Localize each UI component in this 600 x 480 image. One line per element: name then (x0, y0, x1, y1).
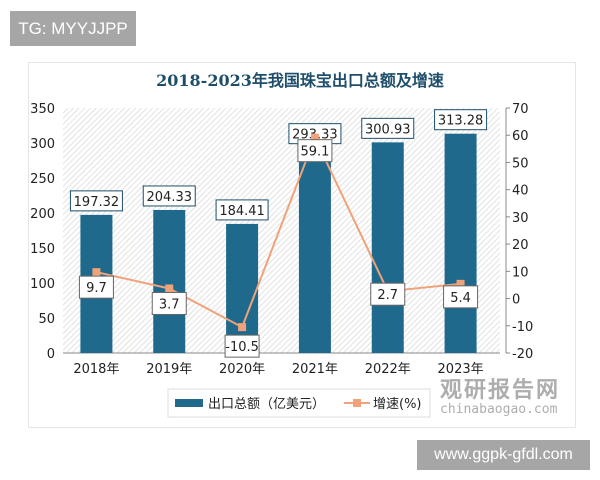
growth-label-box (443, 285, 479, 309)
watermark-name: 观研报告网 (440, 378, 561, 403)
legend-line-label: 增速(%) (373, 397, 422, 412)
x-tick-label: 2020年 (219, 362, 265, 377)
chart-title: 2018-2023年我国珠宝出口总额及增速 (156, 71, 444, 90)
x-tick-label: 2023年 (438, 362, 484, 377)
left-tick-label: 200 (30, 207, 55, 222)
left-tick-label: 350 (30, 102, 55, 117)
legend-bar-label: 出口总额（亿美元） (208, 397, 325, 412)
legend-line-marker (353, 399, 361, 407)
x-tick-label: 2021年 (292, 362, 338, 377)
growth-label-box (78, 275, 114, 299)
right-tick-label: -20 (512, 347, 533, 362)
left-tick-label: 250 (30, 172, 55, 187)
bar-data-label: 313.28 (438, 114, 484, 129)
growth-label-box (297, 139, 333, 163)
bar-label-box (434, 109, 488, 131)
bar-data-label: 300.93 (365, 122, 411, 137)
growth-marker (238, 323, 247, 332)
bar (444, 133, 477, 353)
legend (167, 388, 431, 418)
bar (226, 223, 259, 353)
right-tick-label: 20 (512, 238, 529, 253)
right-tick-label: 10 (512, 265, 529, 280)
watermark-site: chinabaogao.com (440, 402, 558, 417)
legend-bar-swatch (175, 399, 203, 407)
right-tick-label: -10 (512, 320, 533, 335)
growth-data-label: -10.5 (225, 340, 259, 355)
growth-marker (310, 133, 319, 142)
growth-label-box (224, 334, 260, 358)
x-tick-label: 2019年 (146, 362, 192, 377)
growth-label-box (370, 282, 406, 306)
bar-label-box (361, 117, 415, 139)
bar (371, 142, 404, 353)
bar-data-label: 197.32 (74, 195, 120, 210)
right-tick-label: 0 (512, 293, 520, 308)
left-tick-label: 0 (47, 347, 55, 362)
tag-label: TG: MYYJJPP (10, 11, 136, 46)
bar-data-label: 204.33 (147, 190, 193, 205)
watermark-logo: 观研报告网 chinabaogao.com (440, 372, 560, 417)
bar (153, 209, 186, 353)
left-tick-label: 150 (30, 242, 55, 257)
right-tick-label: 70 (512, 102, 529, 117)
left-tick-label: 50 (38, 312, 55, 327)
right-tick-label: 40 (512, 184, 529, 199)
right-tick-label: 30 (512, 211, 529, 226)
growth-data-label: 3.7 (159, 297, 180, 312)
growth-data-label: 5.4 (450, 291, 471, 306)
url-label: www.ggpk-gfdl.com (417, 440, 590, 470)
bar-label-box (142, 185, 196, 207)
growth-marker (456, 279, 465, 288)
bar (298, 147, 331, 353)
growth-label-box (151, 291, 187, 315)
growth-data-label: 9.7 (86, 281, 107, 296)
growth-marker (165, 284, 174, 293)
right-tick-label: 60 (512, 129, 529, 144)
bar-label-box (69, 190, 123, 212)
bar-data-label: 184.41 (219, 204, 265, 219)
growth-data-label: 2.7 (377, 288, 398, 303)
x-tick-label: 2018年 (73, 362, 119, 377)
growth-data-label: 59.1 (300, 145, 329, 160)
left-tick-label: 300 (30, 137, 55, 152)
right-tick-label: 50 (512, 156, 529, 171)
growth-marker (92, 268, 101, 277)
plot-area (63, 108, 500, 353)
x-tick-label: 2022年 (365, 362, 411, 377)
bar-label-box (215, 199, 269, 221)
left-tick-label: 100 (30, 277, 55, 292)
